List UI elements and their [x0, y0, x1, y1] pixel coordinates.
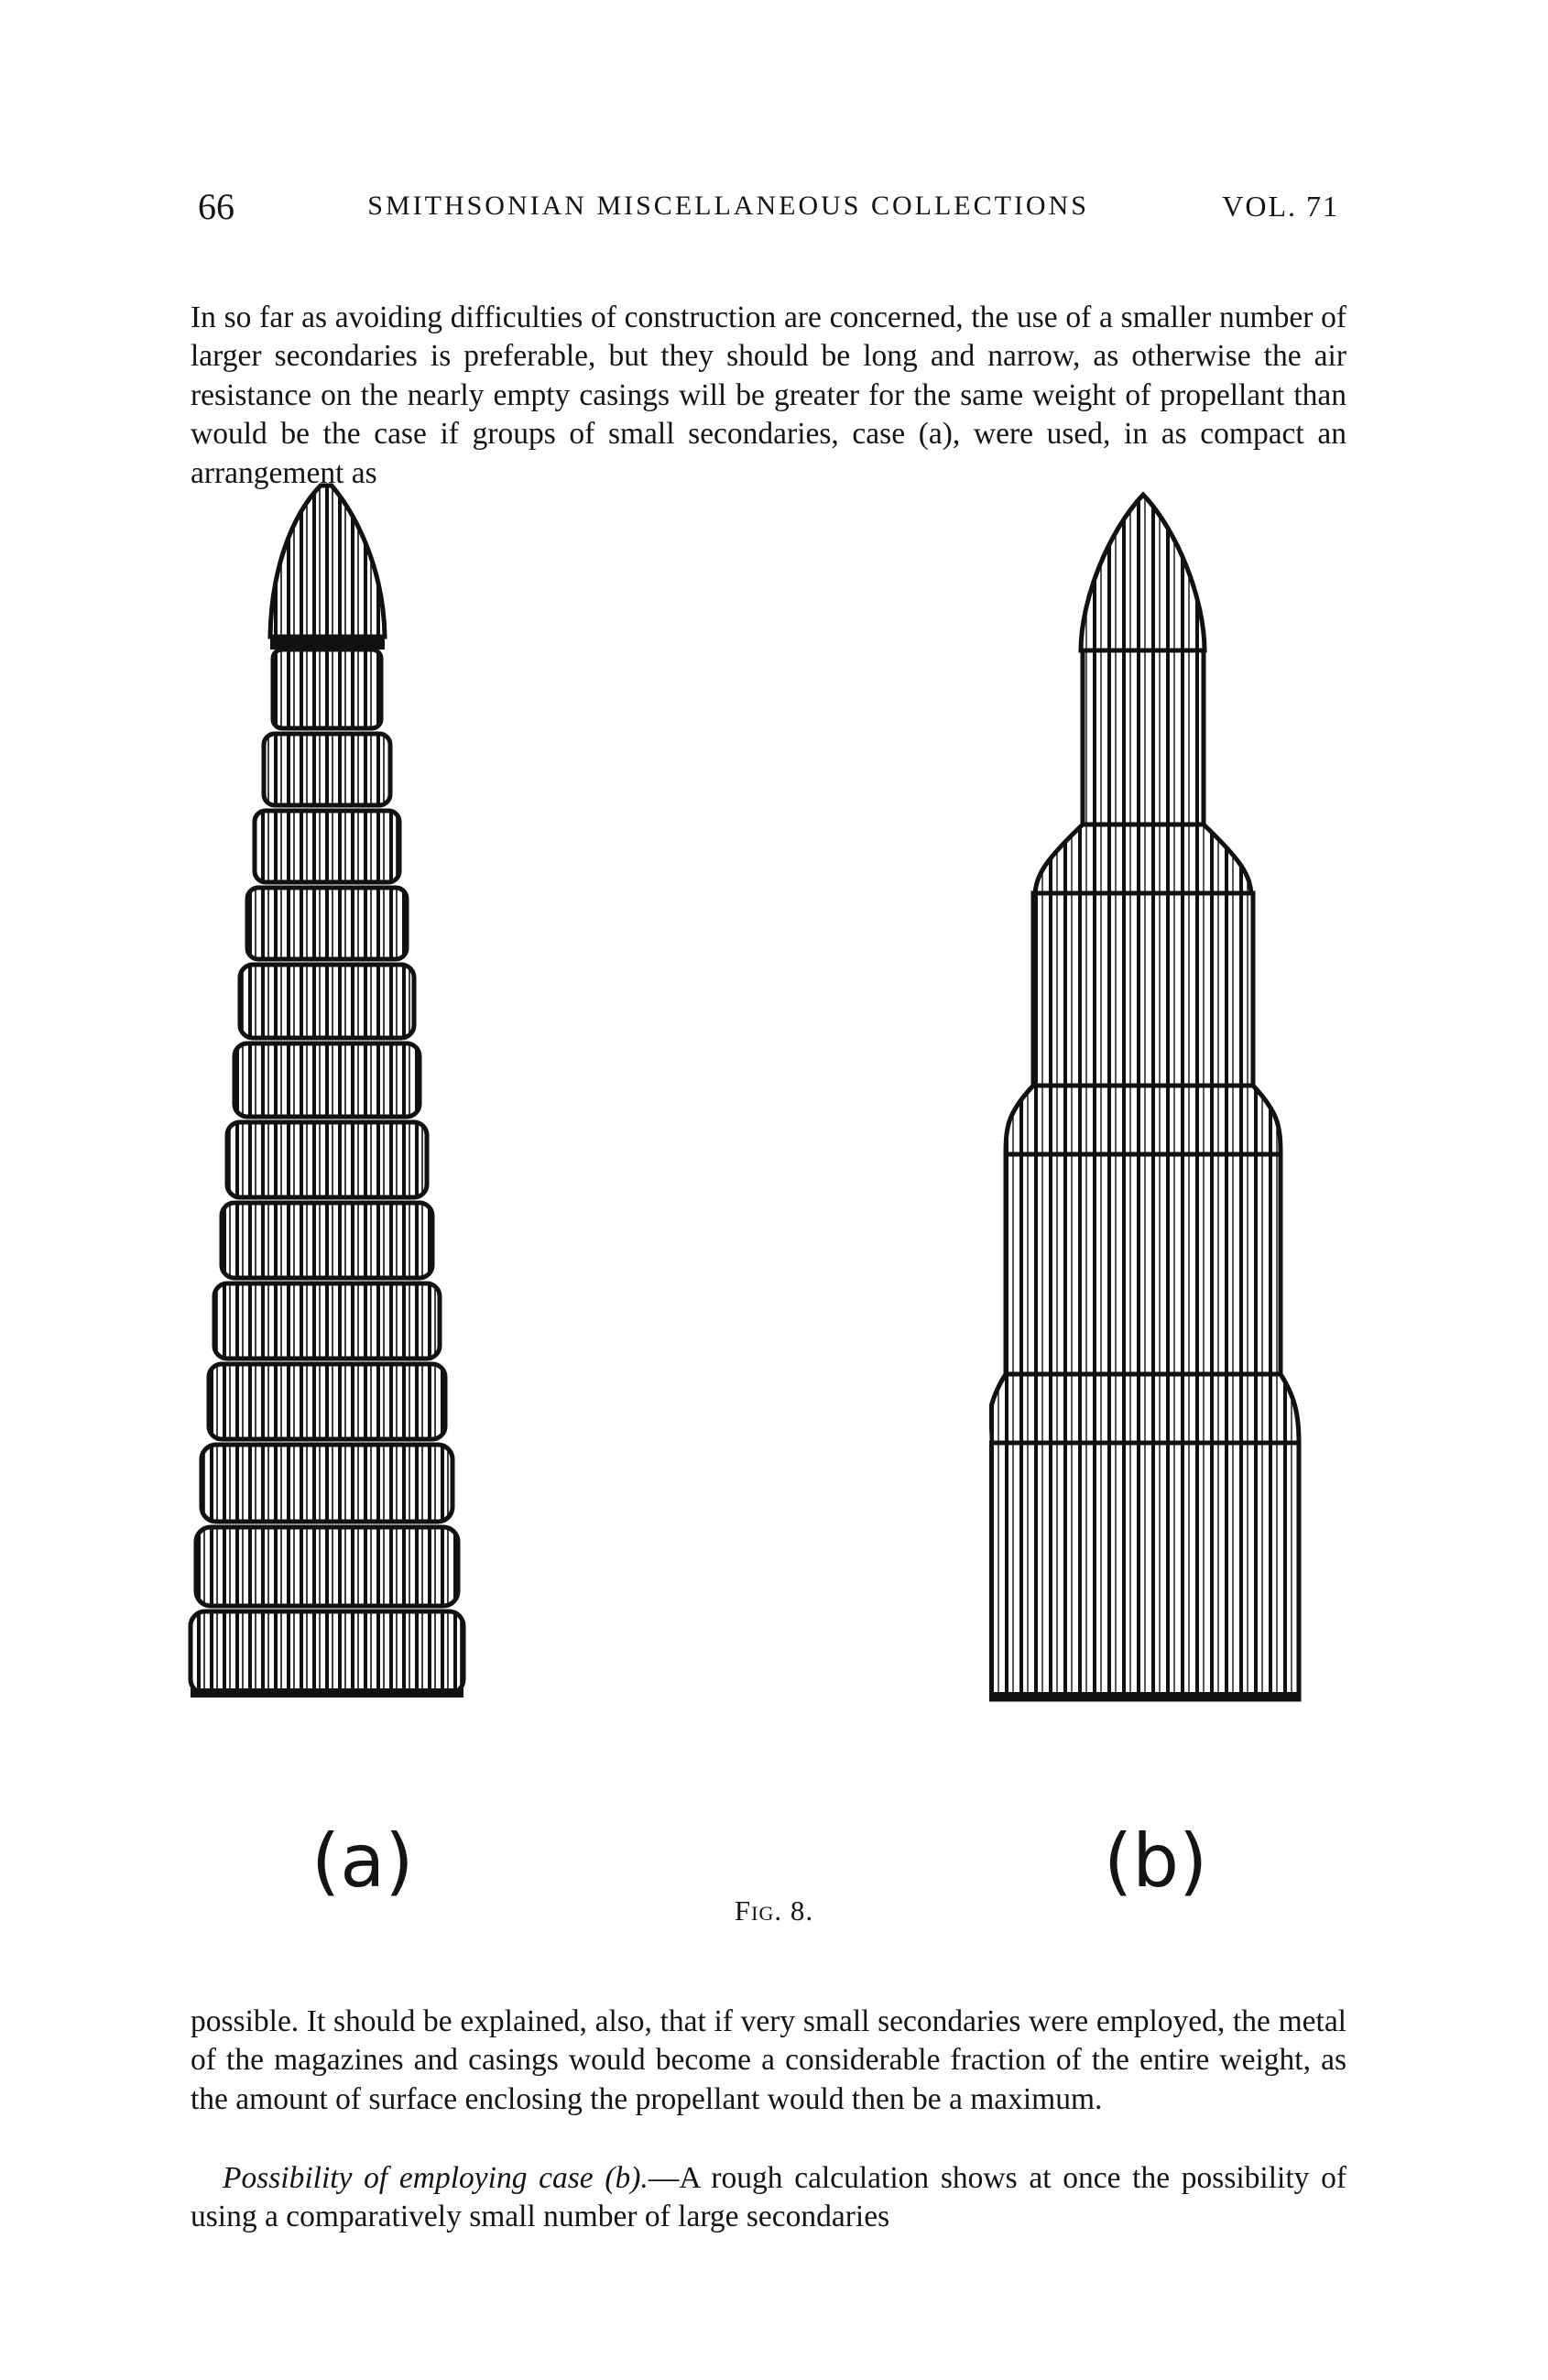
figure-caption: Fig. 8. — [0, 1894, 1548, 1927]
figure-caption-number: 8. — [790, 1894, 814, 1927]
figure-caption-prefix: Fig. — [734, 1894, 783, 1927]
rocket-illustration-a — [188, 483, 466, 1698]
subsection-heading: Possibility of employing case (b). — [223, 2160, 649, 2195]
paragraph-subsection: Possibility of employing case (b).—A rou… — [191, 2159, 1346, 2237]
subsection-text: —A rough calculation shows at once the p… — [191, 2160, 1346, 2234]
rocket-illustration-b — [989, 491, 1302, 1702]
figure-8: (a) (b) — [183, 472, 1365, 1904]
running-header: 66 SMITHSONIAN MISCELLANEOUS COLLECTIONS… — [191, 179, 1346, 234]
figure-label-b: (b) — [1104, 1818, 1208, 1904]
running-title: SMITHSONIAN MISCELLANEOUS COLLECTIONS — [367, 191, 1089, 221]
page-number: 66 — [198, 185, 234, 227]
paragraph-bottom: possible. It should be explained, also, … — [191, 2003, 1346, 2116]
figure-label-a: (a) — [311, 1818, 414, 1904]
volume-number: VOL. 71 — [1222, 189, 1339, 223]
paragraph-top: In so far as avoiding difficulties of co… — [191, 300, 1346, 490]
